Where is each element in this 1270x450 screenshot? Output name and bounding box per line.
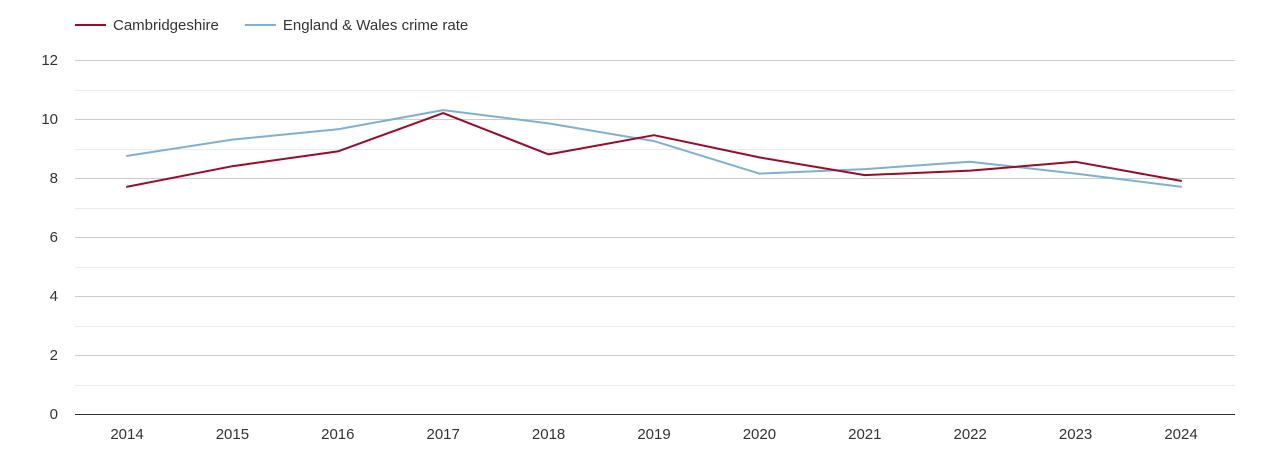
legend-label: Cambridgeshire xyxy=(113,17,219,34)
x-tick-label: 2016 xyxy=(321,426,354,443)
series-lines xyxy=(126,109,1182,188)
legend: Cambridgeshire England & Wales crime rate xyxy=(75,17,468,34)
x-tick-label: 2020 xyxy=(743,426,776,443)
y-tick-label: 2 xyxy=(50,347,58,364)
y-tick-label: 6 xyxy=(50,229,58,246)
x-tick-label: 2023 xyxy=(1059,426,1092,443)
x-axis-ticks: 2014 2015 2016 2017 2018 2019 2020 2021 2022 2023… xyxy=(110,426,1197,443)
x-tick-label: 2019 xyxy=(637,426,670,443)
series-line-cambridgeshire xyxy=(126,112,1182,188)
y-tick-label: 4 xyxy=(50,288,58,305)
x-tick-label: 2024 xyxy=(1164,426,1197,443)
y-tick-label: 12 xyxy=(41,52,58,69)
x-tick-label: 2015 xyxy=(216,426,249,443)
grid-lines xyxy=(75,60,1235,386)
x-tick-label: 2018 xyxy=(532,426,565,443)
series-line-england-wales xyxy=(126,109,1182,188)
y-tick-label: 8 xyxy=(50,170,58,187)
legend-label: England & Wales crime rate xyxy=(283,17,468,34)
y-axis-ticks: 0 2 4 6 8 10 12 xyxy=(41,52,58,423)
y-tick-label: 10 xyxy=(41,111,58,128)
x-tick-label: 2017 xyxy=(427,426,460,443)
x-tick-label: 2021 xyxy=(848,426,881,443)
y-tick-label: 0 xyxy=(50,406,58,423)
x-tick-label: 2022 xyxy=(954,426,987,443)
x-tick-label: 2014 xyxy=(110,426,143,443)
